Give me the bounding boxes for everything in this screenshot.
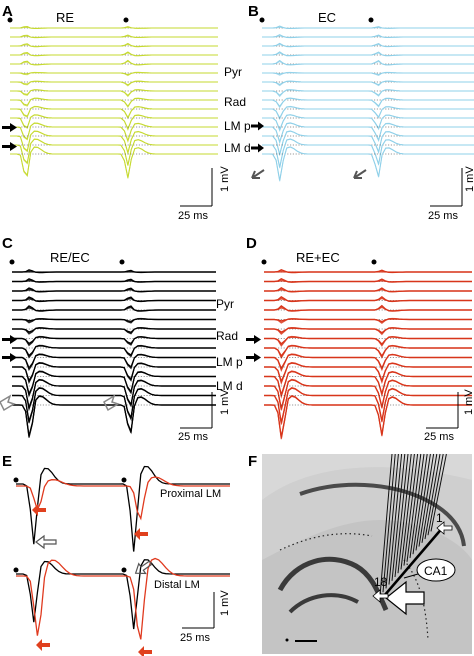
electrode-top-label: 1 [436, 511, 443, 525]
time-scale-label: 25 ms [178, 210, 208, 222]
stimulus-dot-icon [119, 259, 125, 265]
scalebar-e: 25 ms 1 mV [180, 590, 231, 644]
stimulus-dot-icon [261, 259, 267, 265]
stimulus-dot-icon [371, 259, 377, 265]
stimulus-dot-icon [368, 17, 374, 23]
electrode-bottom-label: 18 [374, 575, 388, 589]
layer-label-lmp: LM p [216, 355, 243, 369]
panel-a-title: RE [56, 10, 74, 25]
ca1-label: CA1 [424, 564, 448, 578]
panel-c: C RE/EC Pyr Rad LM p LM d 25 ms 1 mV [0, 235, 243, 443]
voltage-scale-label: 1 mV [219, 166, 231, 192]
red-arrow-icon [36, 639, 50, 651]
panel-b: B EC Pyr Rad LM p LM d 25 ms 1 mV [224, 3, 474, 222]
panel-f-label: F [248, 453, 257, 470]
layer-label-lmd: LM d [216, 379, 243, 393]
panel-e-label: E [2, 453, 12, 470]
layer-arrow-icon [246, 335, 261, 344]
panel-b-label: B [248, 3, 259, 20]
time-scale-label: 25 ms [178, 431, 208, 443]
scalebar-c: 25 ms 1 mV [178, 389, 231, 443]
panel-e-traces [16, 465, 230, 640]
stimulus-dot-icon [7, 17, 13, 23]
layer-arrow-icon [2, 335, 17, 344]
distal-lm-label: Distal LM [154, 579, 200, 591]
scalebar-a: 25 ms 1 mV [178, 166, 231, 222]
open-arrow-icon [0, 394, 16, 412]
panel-a: A RE 25 ms 1 mV [2, 3, 231, 222]
panel-c-traces [12, 269, 216, 438]
layer-arrow-icon [2, 123, 17, 132]
open-arrow-icon [134, 560, 153, 575]
stimulus-dot-icon [121, 567, 127, 573]
voltage-scale-label: 1 mV [219, 590, 231, 616]
open-arrow-icon [35, 534, 57, 550]
open-arrow-icon [372, 589, 389, 603]
panel-d-label: D [246, 235, 257, 252]
panel-d-traces [264, 269, 472, 440]
stimulus-dot-icon [9, 259, 15, 265]
red-arrow-icon [134, 528, 148, 540]
layer-label-rad: Rad [216, 329, 238, 343]
panel-b-title: EC [318, 10, 336, 25]
stimulus-dot-icon [123, 17, 129, 23]
open-arrow-icon [385, 580, 425, 616]
panel-e: E Proximal LM Distal LM 25 ms 1 mV [2, 453, 231, 656]
panel-c-label: C [2, 235, 13, 252]
layer-label-pyr: Pyr [224, 65, 242, 79]
panel-f: F 1 18 CA1 [248, 453, 472, 654]
stimulus-dot-icon [121, 477, 127, 483]
stimulus-dot-icon [13, 477, 19, 483]
panel-c-title: RE/EC [50, 250, 90, 265]
voltage-scale-label: 1 mV [219, 389, 231, 415]
time-scale-label: 25 ms [428, 210, 458, 222]
layer-label-lmd: LM d [224, 141, 251, 155]
panel-a-traces [10, 25, 218, 179]
red-arrow-icon [32, 504, 46, 516]
layer-arrow-icon [251, 143, 264, 153]
panel-a-label: A [2, 3, 13, 20]
open-arrow-icon [353, 169, 367, 179]
layer-label-rad: Rad [224, 95, 246, 109]
stimulus-dot-icon [13, 567, 19, 573]
layer-label-lmp: LM p [224, 119, 251, 133]
voltage-scale-label: 1 mV [464, 166, 474, 192]
open-arrow-icon [251, 169, 265, 179]
panel-b-traces [262, 25, 474, 182]
red-arrow-icon [138, 646, 152, 656]
open-arrow-icon [103, 394, 120, 412]
panel-d-title: RE+EC [296, 250, 340, 265]
proximal-lm-label: Proximal LM [160, 488, 221, 500]
voltage-scale-label: 1 mV [463, 389, 474, 415]
layer-arrow-icon [251, 121, 264, 131]
electrode-shanks [379, 453, 447, 597]
layer-arrow-icon [2, 142, 17, 151]
layer-label-pyr: Pyr [216, 297, 234, 311]
panel-d: D RE+EC 25 ms 1 mV [246, 235, 474, 443]
open-arrow-icon [436, 521, 453, 535]
scalebar-d: 25 ms 1 mV [424, 389, 474, 443]
layer-arrow-icon [246, 353, 261, 362]
time-scale-label: 25 ms [180, 632, 210, 644]
time-scale-label: 25 ms [424, 431, 454, 443]
layer-arrow-icon [2, 353, 17, 362]
stimulus-dot-icon [259, 17, 265, 23]
scalebar-b: 25 ms 1 mV [428, 166, 474, 222]
